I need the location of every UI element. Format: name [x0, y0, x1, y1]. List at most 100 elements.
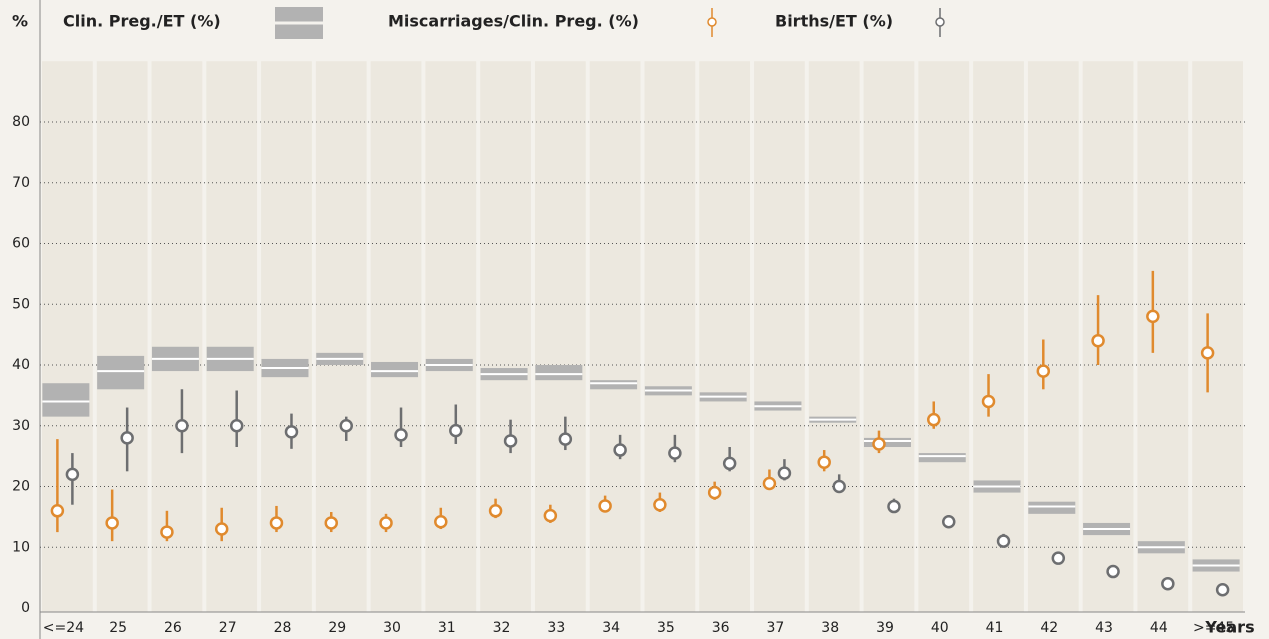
x-tick-label: 27	[219, 620, 237, 636]
point	[668, 446, 682, 460]
point	[613, 443, 627, 457]
legend: Clin. Preg./ET (%) Miscarriages/Clin. Pre…	[63, 7, 945, 39]
point	[434, 514, 448, 529]
category-band	[1082, 61, 1134, 612]
point	[214, 522, 229, 536]
x-tick-label: 28	[274, 620, 292, 636]
ci-box	[590, 380, 638, 390]
category-band	[96, 61, 148, 612]
x-tick-label: 36	[712, 620, 730, 636]
x-tick-label: >=45	[1193, 620, 1234, 636]
point	[120, 431, 134, 445]
x-tick-label: 25	[109, 620, 127, 636]
x-tick-label: 33	[547, 620, 565, 636]
category-band	[425, 61, 477, 612]
point	[503, 434, 518, 448]
category-band	[863, 61, 915, 612]
y-tick-label: 10	[12, 539, 30, 555]
point	[1091, 333, 1105, 348]
category-band	[1137, 61, 1189, 612]
legend-label: Births/ET (%)	[775, 12, 893, 31]
point	[229, 419, 244, 433]
point	[762, 476, 777, 491]
point	[1200, 346, 1215, 360]
category-band	[699, 61, 751, 612]
point	[1051, 551, 1066, 565]
category-band	[480, 61, 531, 612]
x-axis-label: Years	[1204, 618, 1254, 637]
point	[707, 485, 722, 500]
x-tick-label: 37	[767, 620, 785, 636]
x-tick-label: 30	[383, 620, 401, 636]
legend-label: Clin. Preg./ET (%)	[63, 12, 221, 31]
ci-box	[918, 453, 966, 463]
y-tick-label: 50	[12, 296, 30, 312]
point	[160, 525, 174, 539]
point	[50, 504, 65, 518]
point	[1106, 564, 1120, 579]
x-tick-label: 41	[986, 620, 1004, 636]
x-tick-label: 44	[1150, 620, 1168, 636]
category-band	[754, 61, 805, 612]
point	[777, 466, 792, 480]
ci-box	[42, 383, 90, 417]
point	[653, 497, 667, 512]
point	[394, 428, 408, 442]
point	[105, 516, 119, 530]
y-axis-label: %	[12, 12, 28, 31]
y-tick-label: 20	[12, 479, 30, 495]
category-band	[206, 61, 258, 612]
category-band	[315, 61, 367, 612]
y-tick-label: 0	[21, 600, 30, 616]
point	[65, 467, 80, 482]
x-tick-label: <=24	[43, 620, 84, 636]
category-band	[918, 61, 970, 612]
category-band	[1027, 61, 1079, 612]
category-band	[808, 61, 860, 612]
point	[996, 534, 1011, 548]
category-band	[534, 61, 586, 612]
x-tick-label: 38	[821, 620, 839, 636]
point	[558, 432, 573, 446]
point	[927, 412, 941, 427]
x-tick-label: 34	[602, 620, 620, 636]
y-tick-label: 30	[12, 418, 30, 434]
point	[1161, 576, 1175, 591]
category-band	[644, 61, 696, 612]
y-tick-label: 70	[12, 175, 30, 191]
point	[1146, 309, 1160, 324]
point	[284, 425, 299, 439]
point	[942, 514, 956, 529]
category-band	[151, 61, 203, 612]
point	[817, 455, 831, 469]
point	[543, 508, 558, 523]
y-tick-label: 80	[12, 114, 30, 130]
point	[981, 394, 996, 409]
x-tick-label: 32	[493, 620, 511, 636]
ci-box	[371, 361, 419, 378]
point	[449, 423, 463, 438]
ci-box	[1028, 501, 1076, 514]
category-band	[1192, 61, 1243, 612]
y-tick-label: 60	[12, 236, 30, 252]
point	[872, 437, 886, 451]
x-tick-label: 39	[876, 620, 894, 636]
x-tick-label: 43	[1095, 620, 1113, 636]
legend-label: Miscarriages/Clin. Preg. (%)	[388, 12, 639, 31]
category-band	[261, 61, 312, 612]
category-band	[973, 61, 1024, 612]
point	[722, 456, 737, 471]
point	[339, 419, 353, 433]
point	[887, 499, 901, 514]
x-tick-label: 29	[328, 620, 346, 636]
y-tick-label: 40	[12, 357, 30, 373]
category-band	[589, 61, 641, 612]
ci-box	[863, 437, 911, 448]
category-band	[42, 61, 93, 612]
x-tick-label: 31	[438, 620, 456, 636]
point	[1215, 583, 1230, 597]
point	[324, 516, 338, 530]
point	[379, 516, 393, 530]
ci-box	[97, 355, 145, 390]
point	[598, 499, 612, 513]
